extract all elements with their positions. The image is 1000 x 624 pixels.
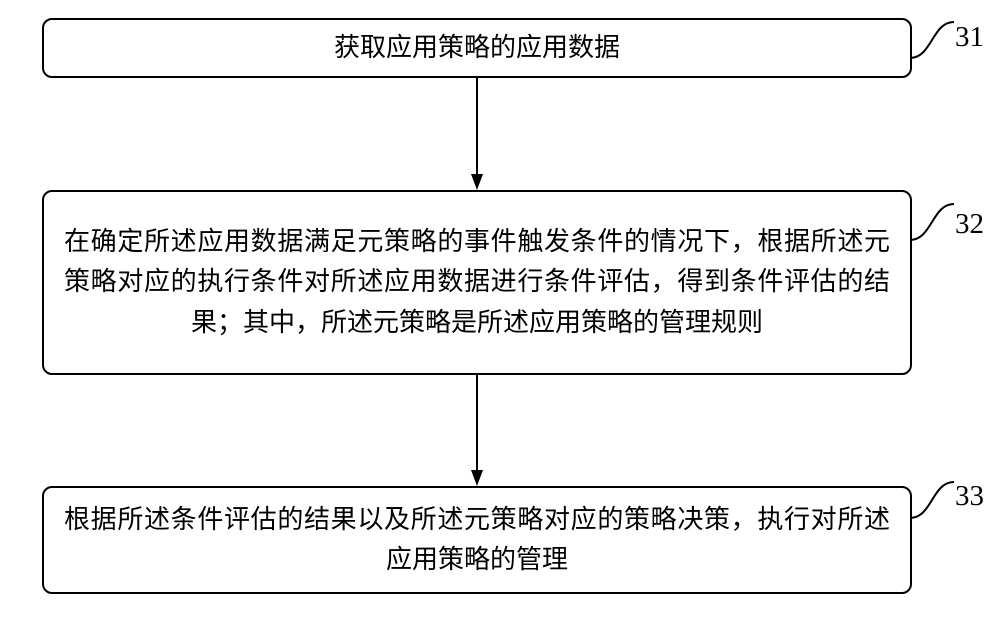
flow-label-1: 31 (955, 21, 984, 54)
callout-1 (910, 18, 954, 62)
flowchart-canvas: 获取应用策略的应用数据 31 在确定所述应用数据满足元策略的事件触发条件的情况下… (0, 0, 1000, 624)
flow-node-2: 在确定所述应用数据满足元策略的事件触发条件的情况下，根据所述元策略对应的执行条件… (42, 190, 912, 375)
flow-node-2-text: 在确定所述应用数据满足元策略的事件触发条件的情况下，根据所述元策略对应的执行条件… (64, 222, 890, 343)
callout-2 (910, 200, 954, 244)
flow-node-1-text: 获取应用策略的应用数据 (64, 28, 890, 68)
flow-node-3-text: 根据所述条件评估的结果以及所述元策略对应的策略决策，执行对所述应用策略的管理 (64, 500, 890, 581)
flow-node-1: 获取应用策略的应用数据 (42, 18, 912, 78)
flow-label-2: 32 (955, 208, 984, 241)
callout-3 (910, 478, 954, 522)
flow-label-3: 33 (955, 480, 984, 513)
flow-node-3: 根据所述条件评估的结果以及所述元策略对应的策略决策，执行对所述应用策略的管理 (42, 486, 912, 594)
